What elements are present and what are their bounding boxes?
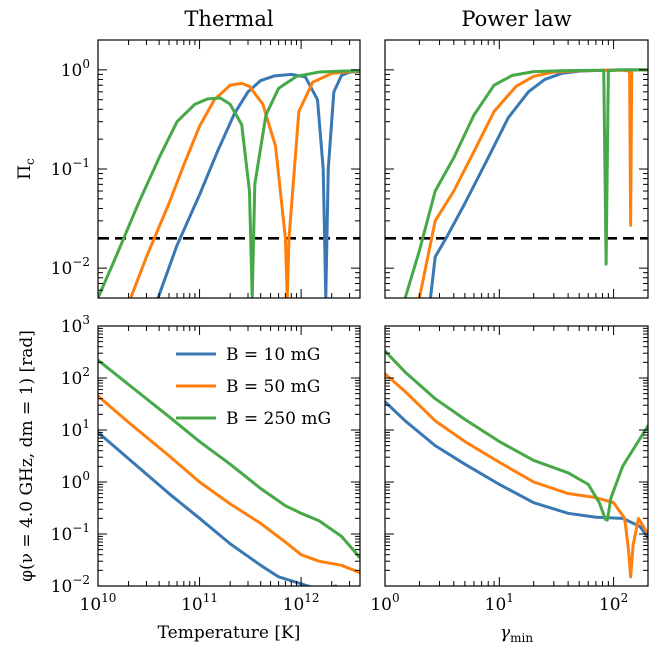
y-tick-label: 10−1 [51, 521, 90, 545]
series-line-B10 [385, 400, 648, 540]
text-layer: 10−2 10−1 100 Thermal Πc Power law 10−2 10−1 100… [15, 7, 628, 645]
y-axis-label: φ(ν = 4.0 GHz, dm = 1) [rad] [17, 330, 37, 582]
series-line-B10 [156, 70, 360, 298]
x-tick-label: 1011 [181, 591, 218, 615]
plot-area-top-right [385, 68, 648, 298]
legend-label: B = 250 mG [226, 409, 331, 429]
x-tick-label: 101 [485, 591, 514, 615]
series-line-B10 [428, 68, 648, 298]
y-axis-label: Πc [15, 158, 37, 180]
series-line-B10 [98, 430, 338, 586]
y-tick-label: 103 [61, 313, 90, 337]
x-tick-label: 1012 [283, 591, 320, 615]
y-tick-label: 102 [61, 365, 90, 389]
series-line-B250 [385, 349, 648, 522]
series-line-B250 [98, 358, 360, 560]
data-layer [98, 68, 648, 586]
axes-frame-bottom-right [384, 325, 649, 587]
y-tick-label: 10−1 [51, 156, 90, 180]
x-tick-label: 102 [599, 591, 628, 615]
axes-frame-bottom-left [97, 325, 361, 587]
series-line-B50 [417, 68, 648, 298]
y-tick-label: 10−2 [51, 255, 90, 279]
series-line-B50 [385, 372, 648, 579]
y-tick-label: 10−2 [51, 573, 90, 597]
legend-label: B = 10 mG [226, 345, 320, 365]
panel-title: Thermal [184, 7, 273, 31]
series-line-B50 [98, 394, 360, 575]
y-tick-label: 100 [61, 469, 90, 493]
legend-label: B = 50 mG [226, 377, 320, 397]
axes-layer [97, 39, 649, 587]
plot-area-top-left [98, 69, 360, 298]
series-line-B50 [129, 69, 360, 298]
y-tick-label: 101 [61, 417, 90, 441]
x-tick-label: 100 [370, 591, 399, 615]
x-tick-label: 1010 [80, 591, 117, 615]
series-line-B250 [403, 68, 648, 298]
plot-area-bottom-left [98, 358, 360, 586]
series-line-B250 [98, 69, 360, 298]
panel-title: Power law [461, 7, 571, 31]
plot-area-bottom-right [385, 349, 648, 579]
x-axis-label: γmin [500, 623, 533, 645]
y-tick-label: 100 [61, 57, 90, 81]
x-axis-label: Temperature [K] [158, 623, 301, 643]
